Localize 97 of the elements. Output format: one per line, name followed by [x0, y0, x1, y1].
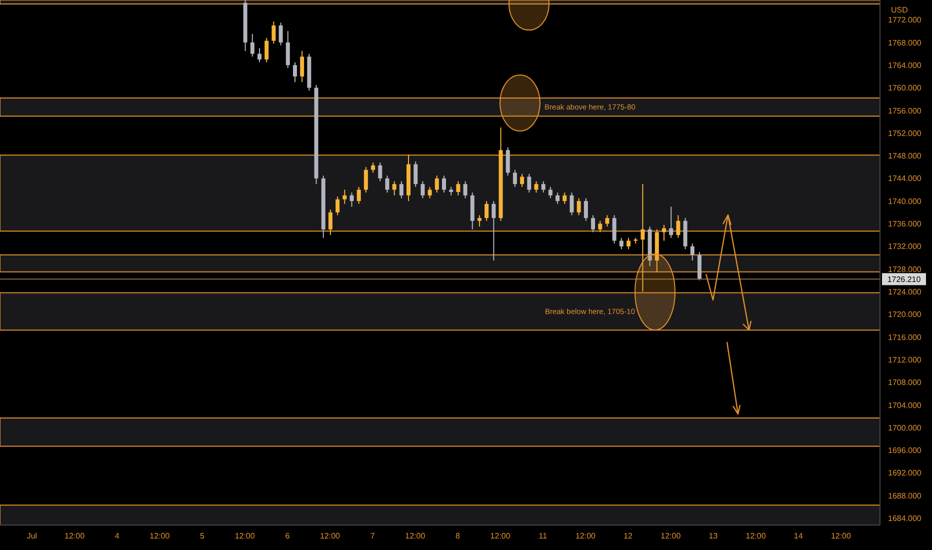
candlestick: [598, 220, 602, 233]
y-tick-label: 1744.000: [888, 174, 922, 184]
candlestick: [512, 169, 517, 188]
y-tick-label: 1708.000: [888, 378, 922, 388]
candlestick: [556, 192, 560, 204]
y-tick-label: 1752.000: [888, 128, 922, 138]
candlestick: [456, 180, 460, 196]
x-tick-label: 12:00: [150, 532, 170, 541]
x-tick-label: 12:00: [320, 532, 341, 541]
y-tick-label: 1740.000: [888, 196, 922, 206]
candlestick: [591, 214, 596, 233]
y-tick-label: 1728.000: [888, 264, 922, 274]
candlestick: [434, 175, 439, 194]
y-tick-label: 1700.000: [888, 423, 922, 432]
x-tick-label: 12:00: [746, 532, 766, 541]
x-tick-label: 12:00: [405, 532, 426, 541]
candlestick: [520, 173, 524, 188]
candlestick: [250, 33, 254, 58]
candlestick: [584, 198, 588, 222]
candlestick: [371, 162, 376, 174]
x-tick-label: 14: [794, 532, 804, 541]
y-tick-label: 1748.000: [888, 152, 922, 161]
y-axis-title: USD: [891, 6, 908, 15]
y-tick-label: 1688.000: [888, 491, 922, 500]
y-tick-label: 1696.000: [888, 446, 922, 456]
candlestick: [428, 186, 432, 199]
x-tick-label: 12:00: [234, 532, 256, 541]
x-tick-label: 12:00: [575, 532, 596, 541]
candlestick: [626, 237, 631, 250]
x-tick-label: 12:00: [64, 532, 86, 541]
ref-line-label: 1726.210: [887, 275, 922, 284]
candlestick: [676, 214, 680, 238]
candlestick: [534, 180, 538, 194]
y-tick-label: 1724.000: [888, 288, 922, 297]
candlestick: [278, 22, 283, 46]
candlestick: [378, 162, 382, 182]
candlestick: [292, 62, 297, 83]
x-tick-label: 7: [370, 532, 376, 541]
candlestick: [392, 180, 396, 196]
candlestick: [669, 206, 674, 238]
candlestick: [492, 200, 496, 262]
candlestick: [477, 214, 482, 228]
candlestick: [605, 214, 610, 228]
candlestick: [257, 48, 262, 63]
candlestick: [328, 209, 332, 236]
x-tick-label: 12: [624, 532, 634, 541]
candlestick: [506, 146, 510, 176]
y-tick-label: 1736.000: [888, 220, 922, 229]
candlestick: [562, 192, 567, 204]
candlestick: [300, 50, 304, 83]
y-tick-label: 1716.000: [888, 332, 922, 342]
candlestick: [414, 160, 418, 188]
candlestick: [399, 180, 404, 199]
x-tick-label: 13: [708, 532, 718, 541]
candlestick: [264, 37, 269, 63]
candlestick: [350, 192, 354, 208]
x-tick-label: 12:00: [660, 532, 682, 541]
candlestick: [336, 196, 340, 216]
x-tick-label: 12:00: [830, 532, 852, 541]
x-tick-label: 4: [114, 532, 120, 541]
candlestick: [442, 175, 446, 194]
y-tick-label: 1768.000: [888, 38, 922, 48]
y-tick-label: 1720.000: [888, 310, 922, 320]
y-tick-label: 1684.000: [888, 514, 922, 524]
y-tick-label: 1760.000: [888, 84, 922, 93]
x-tick-label: 5: [200, 532, 206, 541]
x-tick-label: Jul: [26, 532, 38, 541]
candlestick: [548, 186, 552, 199]
x-tick-label: 12:00: [490, 532, 511, 541]
y-tick-label: 1764.000: [888, 60, 922, 70]
candlestick: [342, 189, 347, 204]
candlestick: [356, 186, 361, 204]
y-tick-label: 1712.000: [888, 355, 922, 364]
candlestick: [662, 224, 666, 242]
x-tick-label: 6: [285, 532, 290, 541]
candlestick: [619, 237, 624, 250]
y-tick-label: 1772.000: [888, 16, 922, 25]
y-tick-label: 1692.000: [888, 468, 922, 478]
candlestick: [484, 200, 489, 222]
candlestick: [385, 175, 390, 194]
candlestick: [286, 30, 290, 68]
y-tick-label: 1756.000: [888, 106, 922, 116]
candlestick: [527, 173, 532, 194]
candlestick: [612, 214, 616, 244]
candlestick: [570, 192, 574, 216]
candlestick: [541, 180, 546, 194]
candlestick: [690, 243, 694, 262]
candlestick: [364, 166, 368, 194]
candlestick: [576, 198, 581, 216]
candlestick: [640, 184, 645, 292]
x-tick-label: 11: [538, 532, 548, 541]
y-tick-label: 1732.000: [888, 242, 922, 252]
y-tick-label: 1704.000: [888, 400, 922, 410]
x-tick-label: 8: [456, 532, 461, 541]
candlestick: [420, 180, 425, 199]
candlestick: [272, 21, 276, 44]
candlestick: [463, 180, 468, 199]
